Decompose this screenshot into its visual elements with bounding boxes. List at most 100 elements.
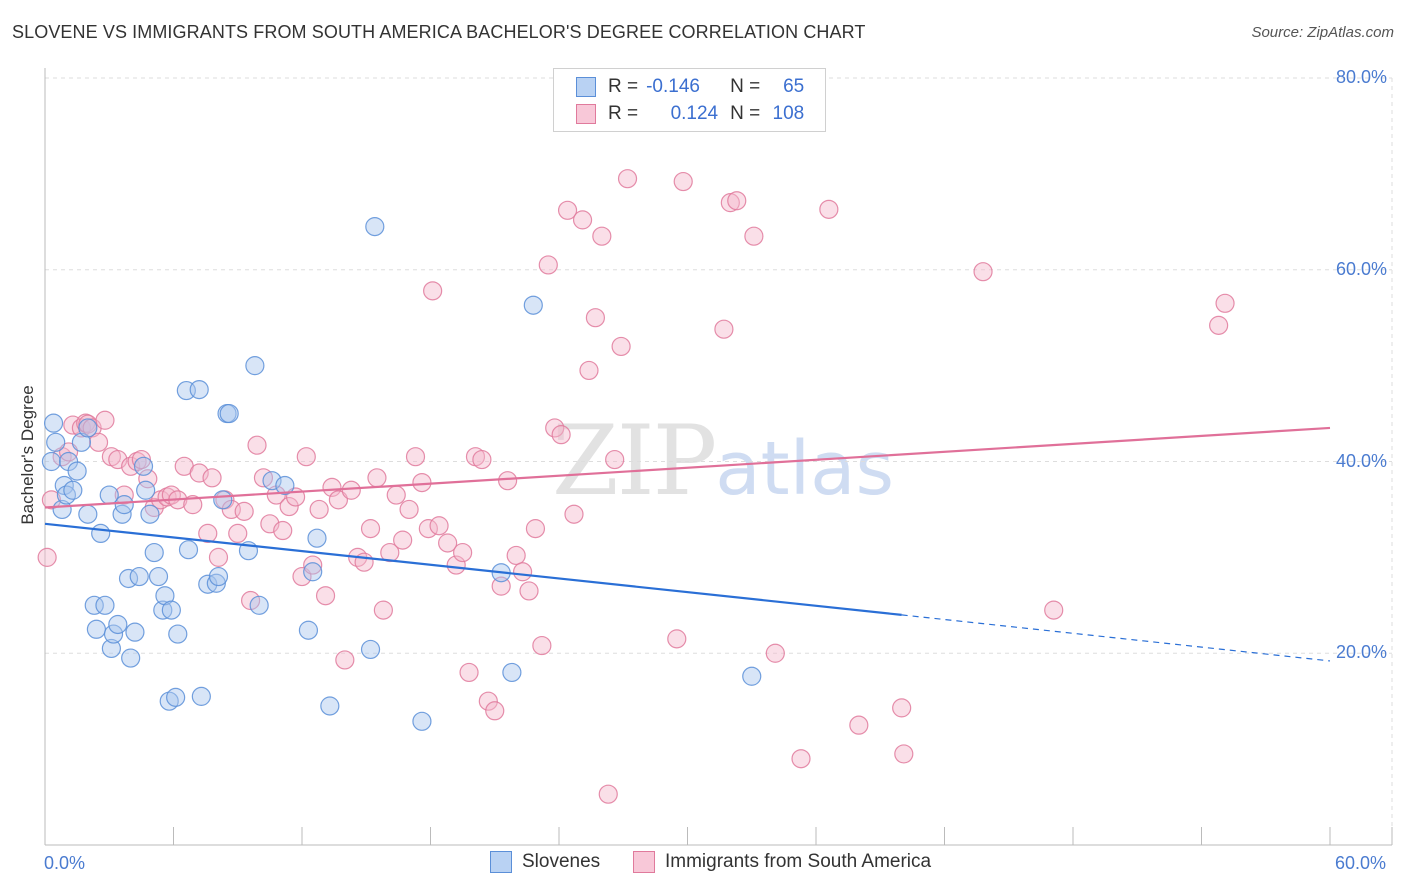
y-tick-label: 40.0% <box>1336 450 1388 471</box>
slovenes-point <box>95 595 115 615</box>
immigrants-point <box>714 319 734 339</box>
x-tick-label-min: 0.0% <box>44 853 86 873</box>
immigrants-point <box>727 191 747 211</box>
slovenes-point <box>144 542 164 563</box>
slovenes-point <box>101 638 121 659</box>
immigrants-point <box>138 469 158 489</box>
legend-r-value: -0.146 <box>646 76 700 97</box>
slovenes-point <box>303 562 323 582</box>
legend-r-label: R = <box>608 76 639 97</box>
x-tick-label-max: 60.0% <box>1335 853 1387 873</box>
immigrants-point <box>585 308 606 328</box>
slovenes-point <box>168 624 188 644</box>
legend-row-immigrants: R = 0.124 N = 108 <box>576 102 804 126</box>
legend-swatch-pink <box>576 104 596 124</box>
legend-row-slovenes: R = -0.146 N = 65 <box>576 75 804 99</box>
immigrants-point <box>367 468 387 488</box>
watermark-zip: ZIP <box>552 405 717 517</box>
immigrants-point <box>673 171 693 192</box>
slovenes-point <box>114 495 134 515</box>
immigrants-point <box>202 468 222 488</box>
immigrants-point <box>234 501 254 521</box>
bottom-legend-label: Immigrants from South America <box>665 851 932 872</box>
immigrants-point <box>95 410 115 430</box>
immigrants-point <box>354 552 374 572</box>
slovenes-point <box>189 379 209 400</box>
slovenes-point <box>213 490 233 510</box>
watermark: ZIPatlas <box>552 405 894 517</box>
immigrants-point <box>183 495 203 515</box>
immigrants-point <box>386 485 406 505</box>
slovenes-point <box>67 461 87 481</box>
immigrants-point <box>892 698 912 718</box>
slovenes-point <box>136 480 156 500</box>
slovenes-point <box>86 619 107 639</box>
immigrants-point <box>485 701 505 721</box>
immigrants-point <box>849 715 869 735</box>
immigrants-point <box>360 519 381 539</box>
slovenes-point <box>112 504 132 524</box>
slovenes-point <box>219 403 239 424</box>
immigrants-point <box>1215 293 1235 313</box>
immigrants-point <box>819 199 839 219</box>
immigrants-point <box>459 662 479 683</box>
slovenes-point <box>178 540 199 560</box>
legend-n-label: N = <box>730 76 761 97</box>
immigrants-point <box>611 336 631 357</box>
immigrants-point <box>412 472 432 493</box>
trend-lines <box>44 426 1331 662</box>
immigrants-point <box>393 530 413 550</box>
watermark-atlas: atlas <box>715 426 895 512</box>
immigrants-point <box>744 226 764 246</box>
legend-n-label: N = <box>730 103 761 124</box>
immigrants-point <box>598 784 618 804</box>
immigrants-point <box>491 576 511 596</box>
slovenes-point <box>262 471 282 491</box>
immigrants-point <box>405 447 426 467</box>
y-tick-label: 80.0% <box>1336 67 1388 87</box>
immigrants-point <box>309 499 329 520</box>
immigrants-point <box>189 463 209 483</box>
immigrants-point <box>592 226 612 246</box>
slovenes-point <box>41 451 62 472</box>
legend-swatch-blue <box>576 77 596 97</box>
bottom-legend-immigrants: Immigrants from South America <box>633 851 931 873</box>
slovenes-point <box>249 595 269 615</box>
immigrants-point <box>1209 315 1229 335</box>
slovenes-point <box>275 475 295 496</box>
immigrants-point <box>273 520 293 541</box>
immigrants-point <box>498 471 518 491</box>
slovenes-point <box>46 432 66 452</box>
slovenes-point <box>523 295 543 315</box>
immigrants-point <box>557 200 578 220</box>
immigrants-point <box>429 516 449 536</box>
slovenes-point <box>140 504 160 524</box>
immigrants-point <box>88 432 109 452</box>
immigrants-point <box>247 435 267 455</box>
immigrants-point <box>315 586 336 606</box>
y-axis-label: Bachelor's Degree <box>18 385 37 525</box>
immigrants-point <box>37 547 57 567</box>
slovenes-point <box>78 504 98 524</box>
correlation-legend: R = -0.146 N = 65 R = 0.124 N = 108 <box>553 68 826 132</box>
immigrants-point <box>791 749 811 769</box>
immigrants-point <box>296 447 316 467</box>
immigrants-point <box>765 643 785 663</box>
series-immigrants-points <box>37 169 1235 804</box>
slovenes-point <box>108 614 128 635</box>
bottom-legend-label: Slovenes <box>522 851 601 872</box>
slovenes-point <box>191 686 211 706</box>
immigrants-point <box>303 555 323 575</box>
immigrants-point <box>512 562 533 582</box>
immigrants-trend-line <box>44 426 1331 509</box>
slovenes-point <box>360 639 381 660</box>
immigrants-point <box>335 650 355 670</box>
y-tick-label: 60.0% <box>1336 258 1388 279</box>
immigrants-point <box>506 545 526 566</box>
slovenes-trend-line <box>44 522 902 616</box>
series-slovenes-points <box>41 217 762 731</box>
immigrants-point <box>328 490 349 510</box>
immigrants-point <box>446 555 466 575</box>
slovenes-point <box>412 711 432 731</box>
slovenes-point <box>161 600 181 620</box>
